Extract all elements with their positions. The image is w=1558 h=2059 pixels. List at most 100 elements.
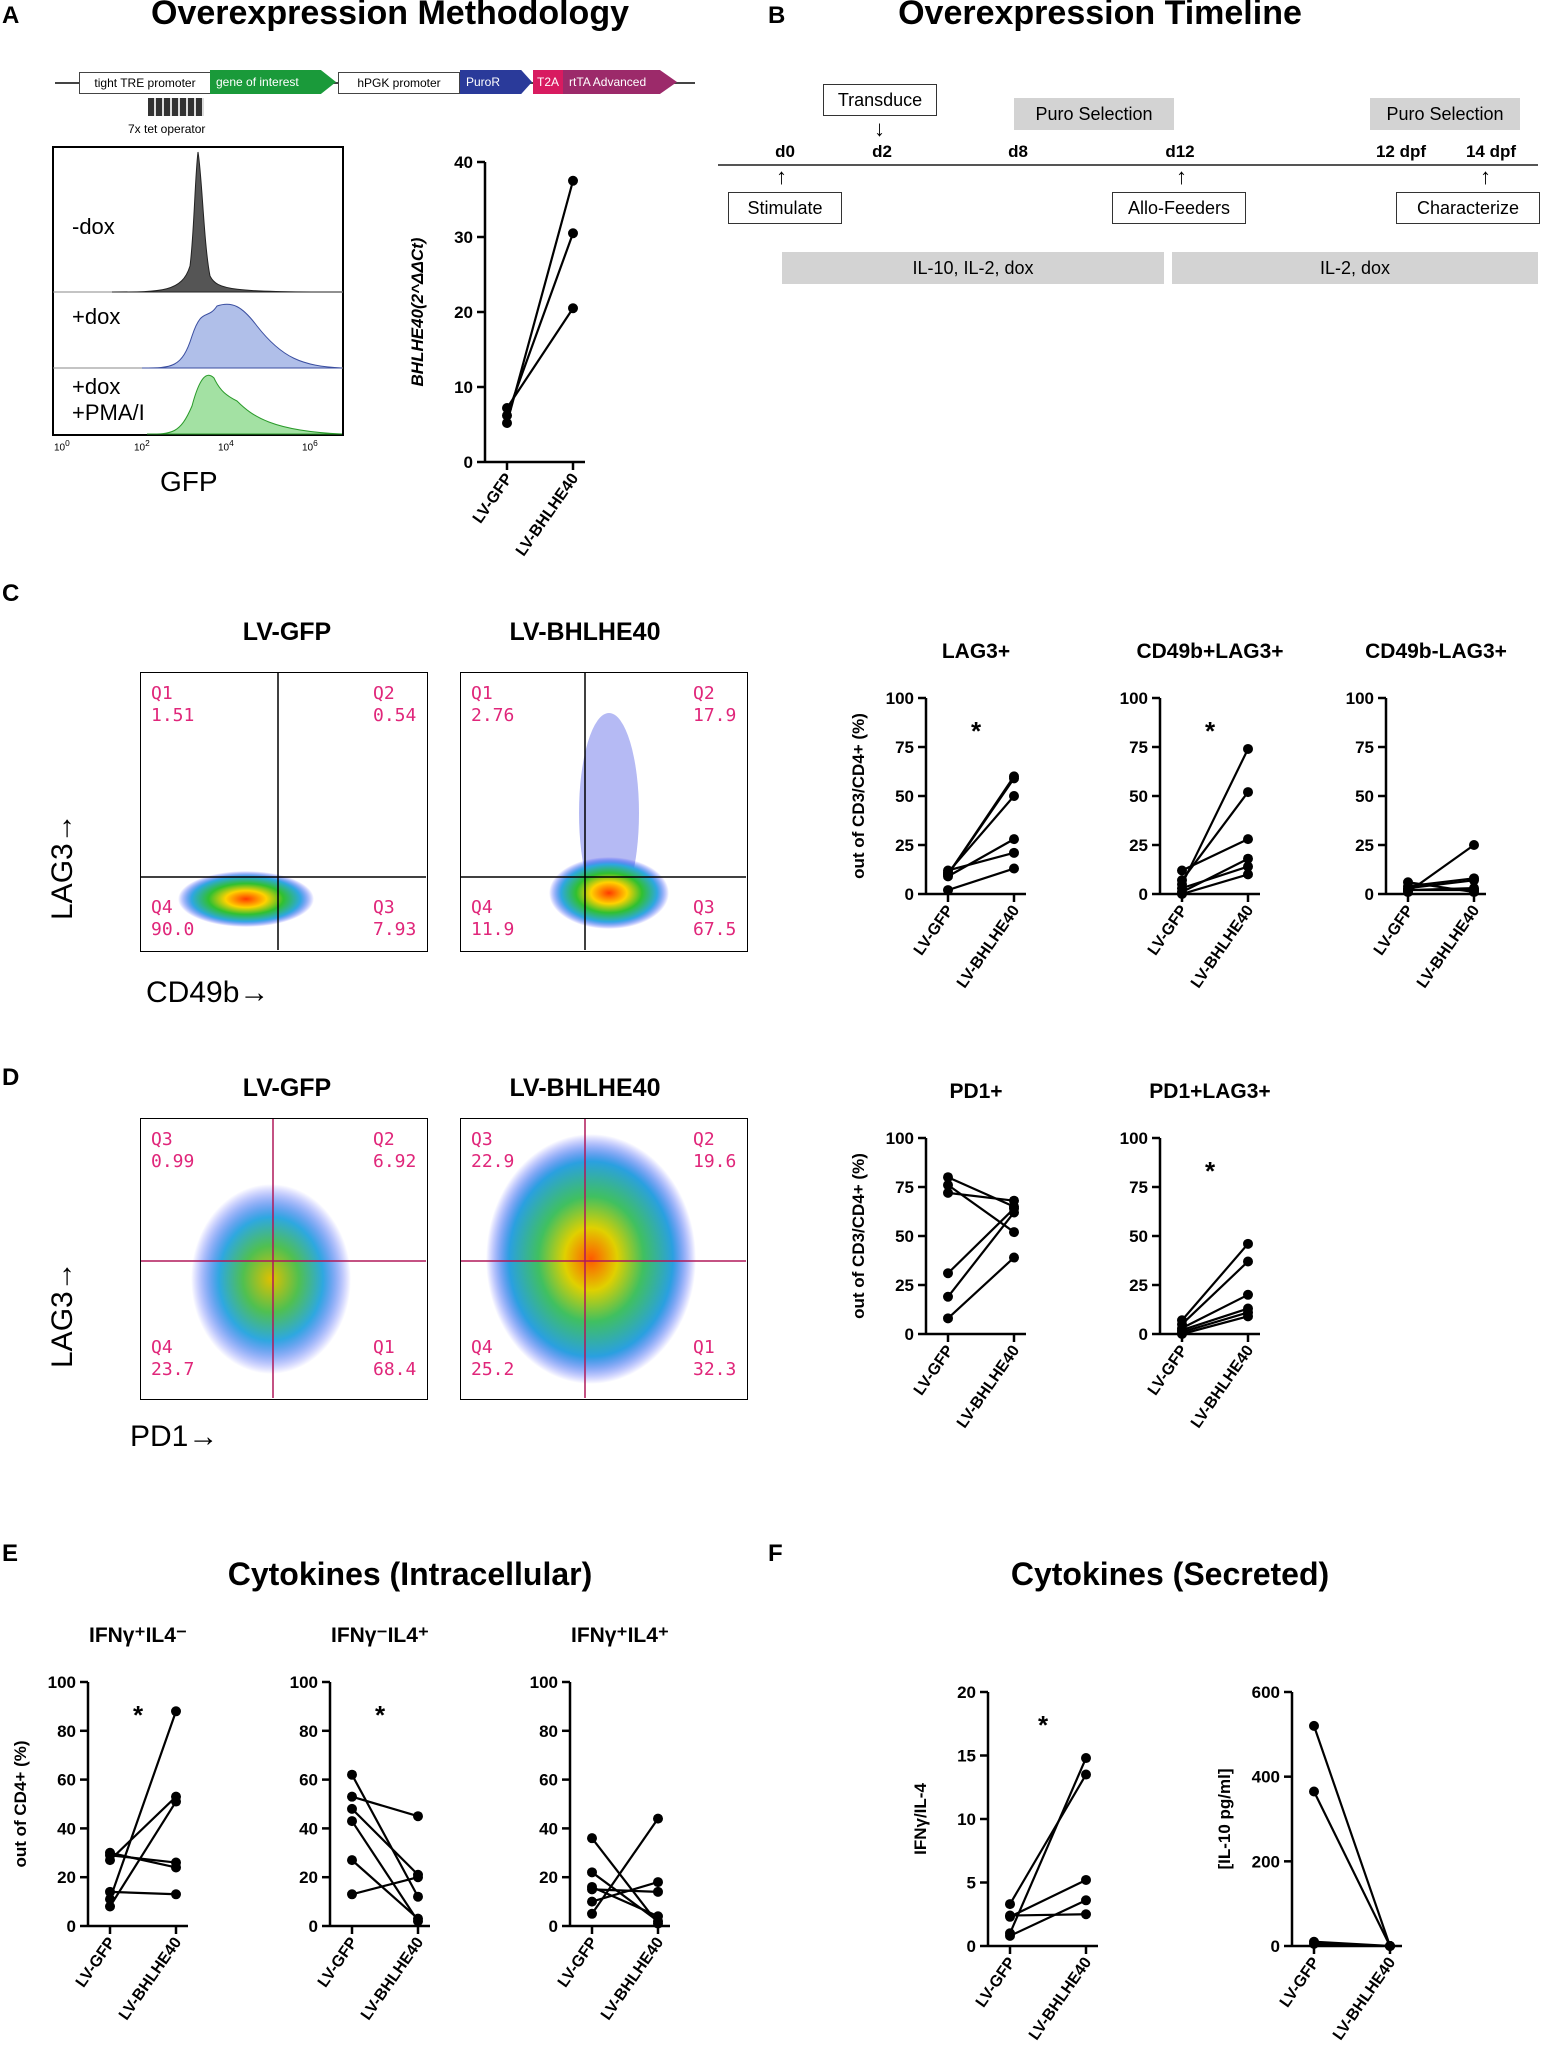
tick-4: 4 <box>229 438 234 448</box>
day-14dpf: 14 dpf <box>1465 142 1517 161</box>
chart-title: CD49b+LAG3+ <box>1136 640 1283 663</box>
y-tick-label: 20 <box>57 1868 76 1887</box>
d-bhl-q1: Q1 32.3 <box>693 1337 737 1380</box>
series-line <box>591 1885 659 1918</box>
data-point <box>413 1811 423 1822</box>
y-tick-label: 60 <box>539 1771 558 1790</box>
y-tick-label: 50 <box>1129 787 1148 806</box>
x-tick-label: LV-BHLHE40 <box>954 902 1023 991</box>
series-line <box>1009 1878 1087 1918</box>
data-point <box>1009 791 1019 801</box>
y-tick-label: 60 <box>299 1771 318 1790</box>
y-tick-label: 20 <box>299 1868 318 1887</box>
data-point <box>1385 1941 1395 1951</box>
y-tick-label: 100 <box>1120 1129 1148 1148</box>
x-tick-label: LV-GFP <box>1145 902 1192 958</box>
y-axis-label: out of CD3/CD4+ (%) <box>849 1153 868 1319</box>
data-point <box>413 1916 423 1927</box>
y-tick-label: 15 <box>957 1747 976 1766</box>
series-line <box>1313 1942 1391 1948</box>
chart-f-il10: 0 200 400 600 LV-GFP LV-BHLHE40 [IL-10 pg/ml] <box>1215 1683 1402 2043</box>
data-point <box>413 1869 423 1880</box>
y-tick-label: 0 <box>549 1917 558 1936</box>
data-point <box>1309 1720 1319 1731</box>
data-point <box>1243 743 1253 754</box>
data-point <box>1081 1895 1091 1906</box>
series-line <box>1181 857 1249 894</box>
c-bhl-q3: Q3 67.5 <box>693 897 737 940</box>
data-point <box>1243 853 1253 864</box>
y-tick-label: 0 <box>1365 885 1374 904</box>
row-dox: +dox <box>72 304 121 329</box>
data-point <box>502 410 512 421</box>
day-d12: d12 <box>1165 142 1195 161</box>
y-tick-label: 0 <box>1139 885 1148 904</box>
y-tick-label: 30 <box>454 228 473 247</box>
row-dox-pma: +dox +PMA/I <box>72 374 145 425</box>
chart-title: CD49b-LAG3+ <box>1365 640 1507 663</box>
y-tick-label: 75 <box>1355 738 1374 757</box>
data-point <box>1469 840 1479 850</box>
panel-label-e: E <box>2 1540 19 1567</box>
construct-diagram: tight TRE promoter gene of interest hPGK… <box>55 68 695 98</box>
data-point <box>347 1855 357 1866</box>
series-line <box>591 1888 659 1893</box>
y-tick-label: 50 <box>1355 787 1374 806</box>
x-tick-label: LV-BHLHE40 <box>358 1934 427 2023</box>
series-line <box>947 1211 1015 1298</box>
y-tick-label: 0 <box>1271 1937 1280 1956</box>
data-point <box>1081 1753 1091 1764</box>
series-line <box>947 777 1015 876</box>
series-line <box>947 1256 1015 1320</box>
tre-promoter: tight TRE promoter <box>79 72 211 94</box>
d-gfp-title: LV-GFP <box>242 1074 332 1102</box>
stimulate-box: Stimulate <box>728 192 842 224</box>
significance-star: * <box>375 1700 386 1730</box>
series-line <box>947 851 1015 872</box>
d-x-label: PD1→ <box>130 1420 219 1453</box>
chart-f-ratio: 0 5 10 15 20 LV-GFP LV-BHLHE40 IFNγ/IL-4 * <box>911 1683 1098 2043</box>
data-point <box>587 1908 597 1919</box>
series-line <box>947 1176 1015 1208</box>
day-12dpf: 12 dpf <box>1375 142 1427 161</box>
puro-selection-2: Puro Selection <box>1370 98 1520 130</box>
chart-title: IFNγ⁺IL4⁻ <box>89 1624 187 1647</box>
x-tick-label: LV-BHLHE40 <box>513 470 582 559</box>
data-point <box>1005 1911 1015 1922</box>
allo-feeders-box: Allo-Feeders <box>1112 192 1246 224</box>
data-point <box>1243 834 1253 845</box>
data-point <box>347 1803 357 1814</box>
chart-title: PD1+ <box>949 1080 1002 1103</box>
series-line <box>1181 1293 1249 1330</box>
series-line <box>947 867 1015 892</box>
series-line <box>1009 1913 1087 1917</box>
y-tick-label: 100 <box>886 1129 914 1148</box>
data-point <box>347 1816 357 1827</box>
data-point <box>653 1918 663 1929</box>
y-tick-label: 0 <box>1139 1325 1148 1344</box>
d-gfp-flow-plot: Q3 0.99 Q2 6.92 Q4 23.7 Q1 68.4 <box>140 1118 428 1400</box>
data-point <box>1243 869 1253 880</box>
x-tick-label: LV-GFP <box>1371 902 1418 958</box>
series-line <box>505 232 575 416</box>
data-point <box>1009 773 1019 784</box>
series-line <box>109 1890 177 1896</box>
data-point <box>568 175 578 186</box>
y-tick-label: 40 <box>299 1819 318 1838</box>
gfp-histogram: -dox +dox +dox +PMA/I 100 102 104 106 <box>52 146 344 453</box>
data-point <box>105 1901 115 1912</box>
tick-2: 2 <box>145 438 150 448</box>
panel-label-d: D <box>2 1064 20 1091</box>
characterize-box: Characterize <box>1396 192 1540 224</box>
y-tick-label: 25 <box>895 1276 914 1295</box>
c-gfp-q2: Q2 0.54 <box>373 683 417 726</box>
data-point <box>1243 1303 1253 1314</box>
y-tick-label: 20 <box>539 1868 558 1887</box>
data-point <box>1243 1289 1253 1300</box>
y-tick-label: 10 <box>957 1810 976 1829</box>
x-tick-label: LV-GFP <box>1145 1342 1192 1398</box>
data-point <box>1009 863 1019 874</box>
